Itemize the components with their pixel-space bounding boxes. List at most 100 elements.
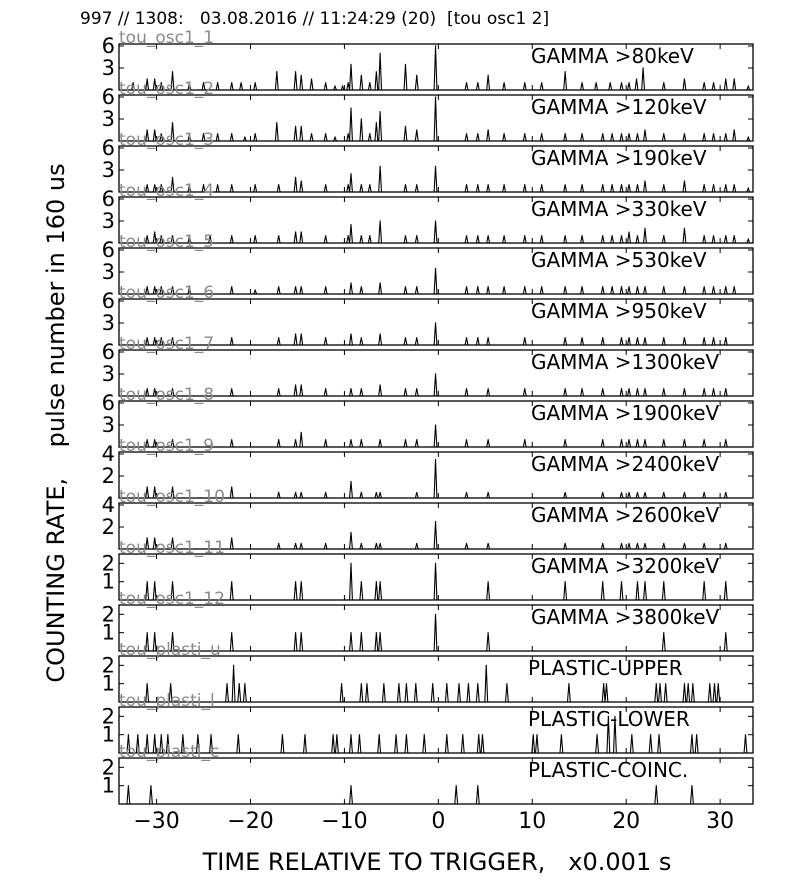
data-point (712, 184, 715, 186)
data-point (404, 337, 407, 339)
data-point (379, 52, 381, 54)
data-point (455, 785, 457, 787)
data-point (663, 542, 665, 545)
y-tick-label: 3 (102, 158, 115, 182)
data-point (644, 180, 646, 182)
data-point (636, 491, 639, 494)
data-point (636, 581, 639, 583)
data-point (300, 431, 302, 433)
data-point (375, 71, 377, 73)
data-point (416, 129, 418, 131)
data-point (300, 333, 302, 335)
data-point (620, 286, 623, 288)
data-point (294, 231, 297, 233)
data-point (487, 337, 489, 339)
y-tick-label: 4 (102, 493, 115, 517)
data-point (663, 581, 665, 583)
data-point (487, 439, 489, 441)
data-point (300, 231, 302, 233)
data-point (665, 683, 667, 685)
series-trace (119, 785, 753, 805)
band-label: GAMMA >1900keV (531, 401, 720, 425)
data-point (683, 388, 686, 390)
data-point (434, 45, 437, 47)
data-point (231, 537, 233, 539)
band-label: GAMMA >120keV (531, 95, 707, 119)
data-point (434, 562, 437, 564)
data-point (725, 542, 727, 545)
data-point (416, 388, 418, 390)
data-point (278, 439, 280, 441)
data-point (416, 491, 418, 494)
panel-frame (118, 400, 754, 448)
series-trace (119, 716, 753, 754)
data-point (465, 542, 468, 545)
y-tick-label: 6 (102, 340, 115, 364)
data-point (182, 734, 184, 736)
data-point (532, 734, 534, 736)
data-point (325, 82, 327, 84)
data-point (278, 542, 280, 545)
data-point (703, 337, 705, 339)
data-point (154, 78, 156, 80)
data-point (146, 581, 148, 583)
data-point (644, 286, 646, 288)
data-point (725, 388, 727, 390)
data-point (154, 537, 156, 539)
data-point (375, 491, 377, 494)
data-point (703, 235, 705, 237)
data-point (154, 581, 156, 583)
data-point (712, 337, 715, 339)
data-point (663, 491, 665, 494)
y-tick-label: 3 (102, 260, 115, 284)
data-point (725, 184, 727, 186)
data-point (160, 133, 162, 135)
data-point (581, 235, 583, 237)
data-point (325, 542, 327, 545)
data-point (733, 129, 735, 131)
data-point (379, 439, 381, 441)
data-point (683, 180, 686, 182)
data-point (581, 337, 583, 339)
data-point (278, 388, 280, 390)
data-point (487, 542, 489, 545)
data-point (477, 184, 479, 186)
series-trace (119, 424, 753, 448)
data-point (294, 632, 297, 634)
data-point (325, 286, 327, 288)
data-point (404, 125, 407, 127)
data-point (278, 235, 280, 237)
panel-frame (118, 451, 754, 499)
data-point (202, 133, 205, 135)
data-point (458, 683, 460, 685)
data-point (360, 632, 362, 634)
data-point (683, 78, 686, 80)
data-point (350, 480, 352, 483)
data-point (360, 286, 362, 288)
data-point (620, 542, 623, 545)
data-point (379, 491, 381, 494)
data-point (733, 184, 735, 186)
series-trace (119, 166, 753, 193)
data-point (725, 286, 727, 288)
data-point (611, 286, 613, 288)
data-point (683, 133, 686, 135)
data-point (171, 286, 174, 288)
data-point (663, 337, 665, 339)
data-point (171, 122, 174, 124)
y-tick-label: 6 (102, 187, 115, 211)
data-point (644, 227, 646, 229)
data-point (524, 184, 526, 186)
x-tick-label: −30 (133, 809, 179, 834)
data-point (231, 235, 233, 237)
data-point (146, 129, 148, 131)
data-point (294, 542, 297, 545)
data-point (703, 184, 705, 186)
channel-label: tou_osc1_2 (119, 79, 214, 99)
data-point (154, 734, 156, 736)
data-point (620, 133, 623, 135)
data-point (231, 439, 233, 441)
data-point (744, 734, 747, 736)
data-point (379, 632, 381, 634)
data-point (620, 82, 623, 84)
